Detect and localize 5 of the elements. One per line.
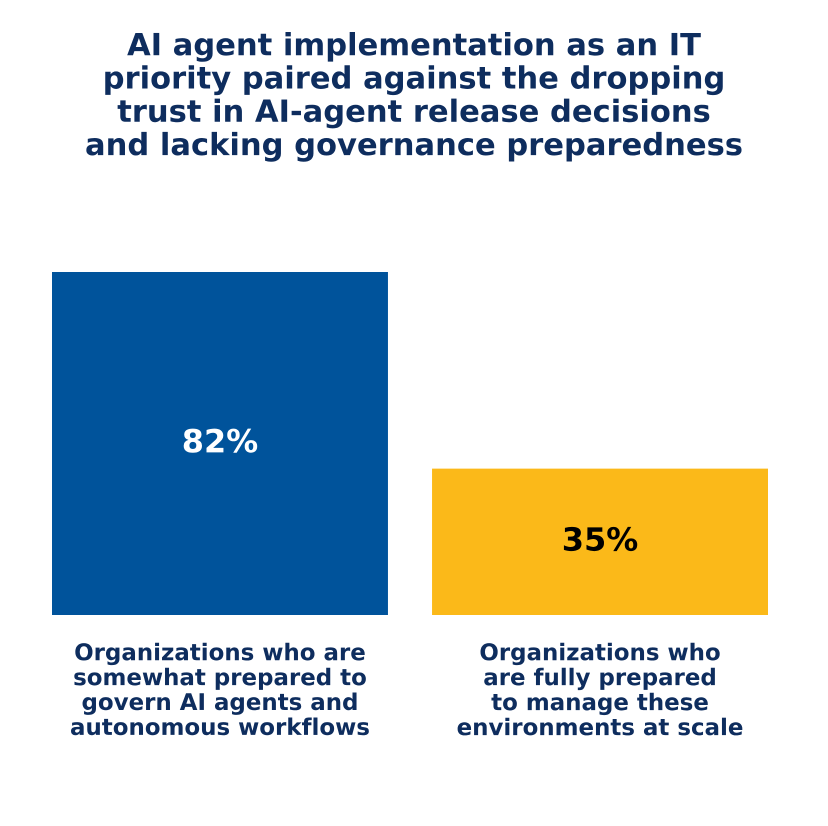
x-tick-label: Organizations who are somewhat prepared to govern AI agents and autonomous workflows bbox=[71, 642, 369, 736]
x-tick-label: Organizations who are fully prepared to manage these environments at scale bbox=[458, 642, 742, 736]
chart-title: AI agent implementation as an IT priority paired against the dropping trust in AI-agent release decisions and lacking governance preparedness bbox=[86, 32, 742, 162]
data-label: 35% bbox=[564, 526, 638, 552]
data-label: 82% bbox=[184, 428, 258, 453]
